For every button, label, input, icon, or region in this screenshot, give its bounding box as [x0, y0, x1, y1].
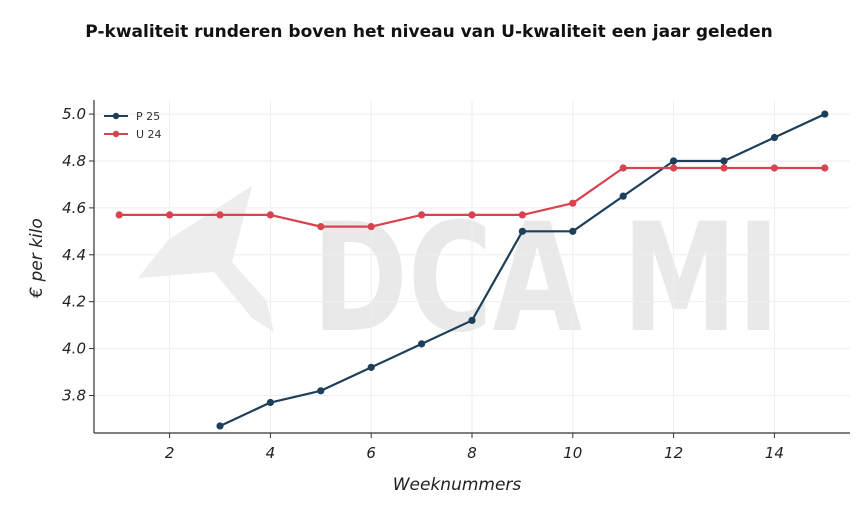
ticks: 2 4 6 8 10 12 14 3.8 4.0 4.2 4.4 4.6 4.8 5.0 [62, 105, 784, 462]
grid [94, 100, 850, 433]
watermark-text: DCA MI [312, 192, 780, 366]
chart-title: P-kwaliteit runderen boven het niveau va… [85, 22, 773, 42]
series [115, 110, 829, 430]
y-axis-title: € per kilo [27, 218, 47, 299]
watermark: DCA MI [138, 186, 780, 366]
y-tick-label: 4.4 [62, 246, 86, 264]
data-point [266, 211, 274, 219]
data-point [216, 422, 224, 430]
data-point [418, 340, 426, 348]
data-point [367, 363, 375, 371]
y-tick-label: 4.6 [62, 199, 86, 217]
data-point [468, 211, 476, 219]
x-tick-label: 2 [165, 444, 175, 462]
y-tick-label: 4.8 [62, 152, 86, 170]
legend-label: U 24 [136, 128, 162, 141]
data-point [770, 133, 779, 142]
data-point [821, 110, 829, 118]
data-point [216, 211, 224, 219]
watermark-logo-icon [138, 186, 274, 332]
data-point [418, 211, 426, 219]
legend-marker [112, 112, 120, 120]
y-tick-label: 4.0 [62, 340, 86, 358]
y-tick-label: 3.8 [62, 386, 86, 404]
legend: P 25 U 24 [104, 110, 162, 141]
data-point [317, 387, 325, 395]
data-point [518, 211, 527, 219]
data-point [720, 164, 728, 172]
data-point [670, 157, 678, 165]
x-tick-label: 6 [366, 444, 376, 462]
data-point [166, 211, 174, 219]
data-point [468, 316, 476, 325]
data-point [266, 398, 274, 407]
data-point [569, 227, 577, 235]
x-axis-title: Weeknummers [393, 475, 522, 495]
data-point [569, 199, 577, 207]
x-tick-label: 10 [563, 444, 582, 462]
data-point [770, 164, 779, 172]
data-point [317, 223, 325, 231]
x-tick-label: 12 [664, 444, 683, 462]
data-point [518, 227, 527, 235]
legend-marker [112, 130, 120, 138]
series-group [216, 110, 829, 430]
x-tick-label: 8 [467, 444, 477, 462]
y-tick-label: 4.2 [62, 293, 86, 311]
series-group [115, 164, 829, 231]
data-point [619, 192, 627, 200]
legend-label: P 25 [136, 110, 160, 123]
data-point [619, 164, 627, 172]
x-tick-label: 4 [266, 444, 276, 462]
data-point [821, 164, 829, 172]
data-point [670, 164, 678, 172]
data-point [115, 211, 123, 219]
data-point [367, 223, 375, 231]
data-point [720, 157, 728, 165]
y-tick-label: 5.0 [62, 105, 86, 123]
x-tick-label: 14 [765, 444, 784, 462]
